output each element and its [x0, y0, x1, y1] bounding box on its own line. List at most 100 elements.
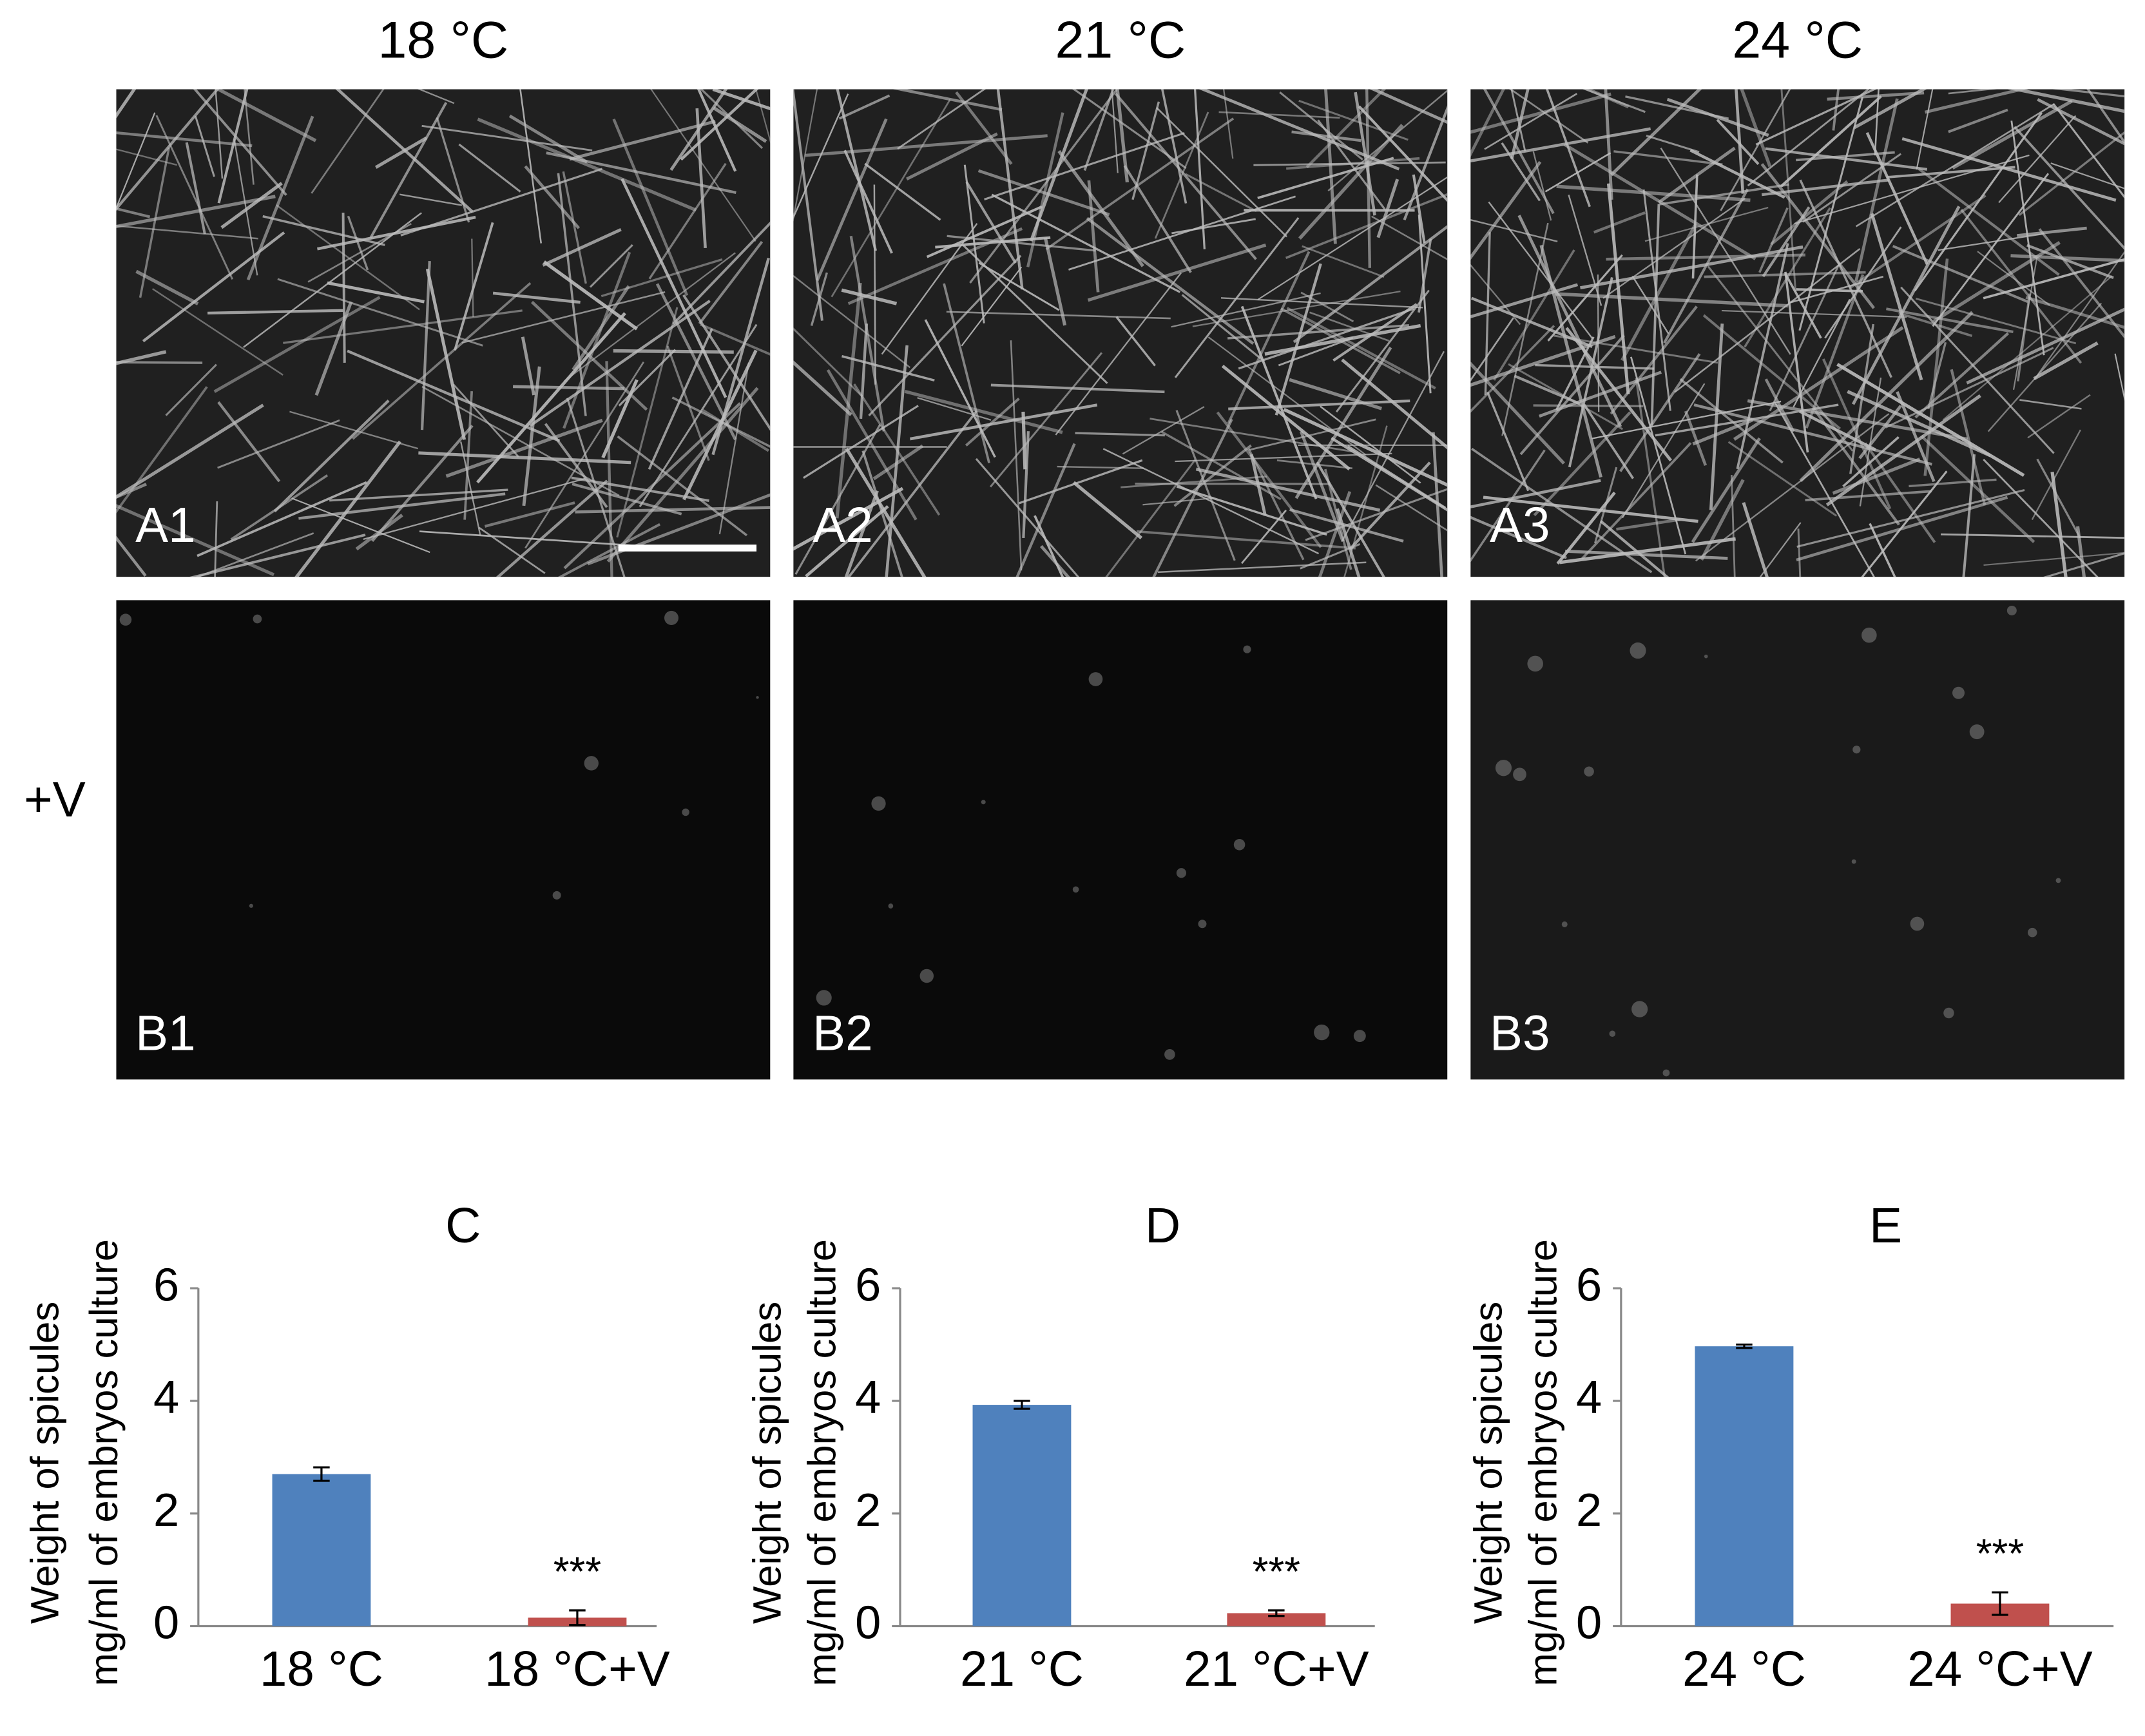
spicule — [1105, 459, 1196, 577]
row-label: +V — [24, 773, 86, 827]
spicule — [1798, 96, 1864, 331]
spicule — [1470, 325, 1555, 413]
spicule — [1802, 153, 1902, 223]
spicule — [1666, 97, 1769, 137]
debris — [664, 610, 678, 625]
spicule — [909, 403, 1098, 441]
spicule — [1369, 89, 1448, 124]
spicule — [990, 383, 1165, 394]
spicule — [233, 139, 258, 276]
spicule — [1412, 174, 1426, 244]
error-bar — [313, 1466, 330, 1482]
spicule — [1758, 207, 1789, 273]
spicule — [471, 238, 474, 318]
spicule — [1932, 173, 2050, 327]
spicule — [1952, 99, 2073, 170]
spicule — [1114, 92, 1257, 260]
spicule — [243, 212, 422, 349]
spicule — [1286, 307, 1436, 390]
spicules — [1470, 89, 2125, 577]
spicule — [1948, 108, 2008, 133]
spicule — [399, 193, 463, 206]
spicule — [1604, 89, 1613, 200]
spicule — [1555, 292, 1789, 308]
spicule — [835, 282, 862, 519]
spicule — [522, 366, 541, 506]
spicule — [695, 108, 707, 248]
spicule — [838, 94, 890, 120]
spicule — [1029, 89, 1088, 242]
spicule — [2027, 394, 2091, 439]
spicule — [1898, 312, 1973, 338]
spicule — [700, 89, 764, 149]
panel-label: B2 — [813, 1006, 872, 1061]
spicule — [1470, 516, 1567, 559]
spicule — [671, 396, 771, 448]
debris — [1233, 838, 1246, 851]
spicule — [1744, 207, 1831, 348]
spicule — [275, 204, 420, 311]
spicule — [294, 440, 402, 577]
spicule — [1556, 184, 1751, 202]
spicule — [1700, 479, 1745, 561]
spicule — [116, 112, 156, 210]
spicule — [1156, 107, 1287, 238]
spicule — [1824, 226, 1902, 339]
spicule — [476, 312, 626, 484]
spicule — [2037, 98, 2125, 146]
spicule — [1923, 258, 1949, 476]
spicule — [1606, 253, 1805, 261]
x-tick-label: 18 °C+V — [485, 1642, 670, 1697]
spicule — [1171, 218, 1256, 235]
spicule — [1547, 254, 1623, 342]
spicule — [530, 300, 648, 411]
spicule — [1228, 399, 1410, 410]
spicule — [139, 147, 171, 298]
debris — [1198, 920, 1207, 929]
spicule — [1859, 377, 1882, 506]
spicule — [1659, 183, 1789, 206]
spicule — [1735, 89, 1745, 194]
spicule — [1832, 89, 1840, 131]
spicule — [1793, 298, 1851, 408]
spicule — [2025, 296, 2125, 329]
y-tick-label: 6 — [1576, 1259, 1602, 1311]
y-tick-label: 2 — [153, 1485, 179, 1536]
spicule — [613, 349, 734, 354]
spicule — [803, 405, 919, 479]
spicule — [329, 488, 508, 502]
spicule — [1216, 411, 1322, 548]
spicule — [419, 530, 646, 548]
spicule — [620, 178, 727, 398]
spicule — [1755, 89, 1877, 146]
spicule — [1606, 183, 1630, 394]
spicule — [868, 255, 1022, 417]
spicule — [1780, 89, 1797, 293]
spicule — [1418, 238, 1432, 313]
spicule — [810, 272, 828, 326]
spicule — [508, 114, 588, 164]
spicule — [185, 142, 206, 235]
spicule — [793, 275, 911, 369]
spicule — [1075, 432, 1165, 437]
spicule — [1471, 447, 1653, 574]
annotation: *** — [553, 1548, 601, 1594]
spicule — [1610, 305, 1698, 415]
spicule — [116, 89, 137, 119]
micrograph — [793, 600, 1448, 1080]
spicule — [589, 244, 633, 288]
spicule — [1293, 225, 1448, 343]
spicule — [1909, 478, 1997, 488]
panel-label: A2 — [813, 498, 872, 553]
spicule — [197, 481, 367, 557]
spicule — [116, 89, 220, 211]
spicule — [1621, 223, 1697, 362]
spicule — [1207, 336, 1367, 456]
spicule — [2016, 226, 2087, 237]
spicule — [492, 291, 581, 304]
spicule — [421, 124, 593, 151]
debris — [1910, 916, 1925, 931]
spicule — [1174, 217, 1300, 378]
spicule — [1247, 448, 1305, 561]
